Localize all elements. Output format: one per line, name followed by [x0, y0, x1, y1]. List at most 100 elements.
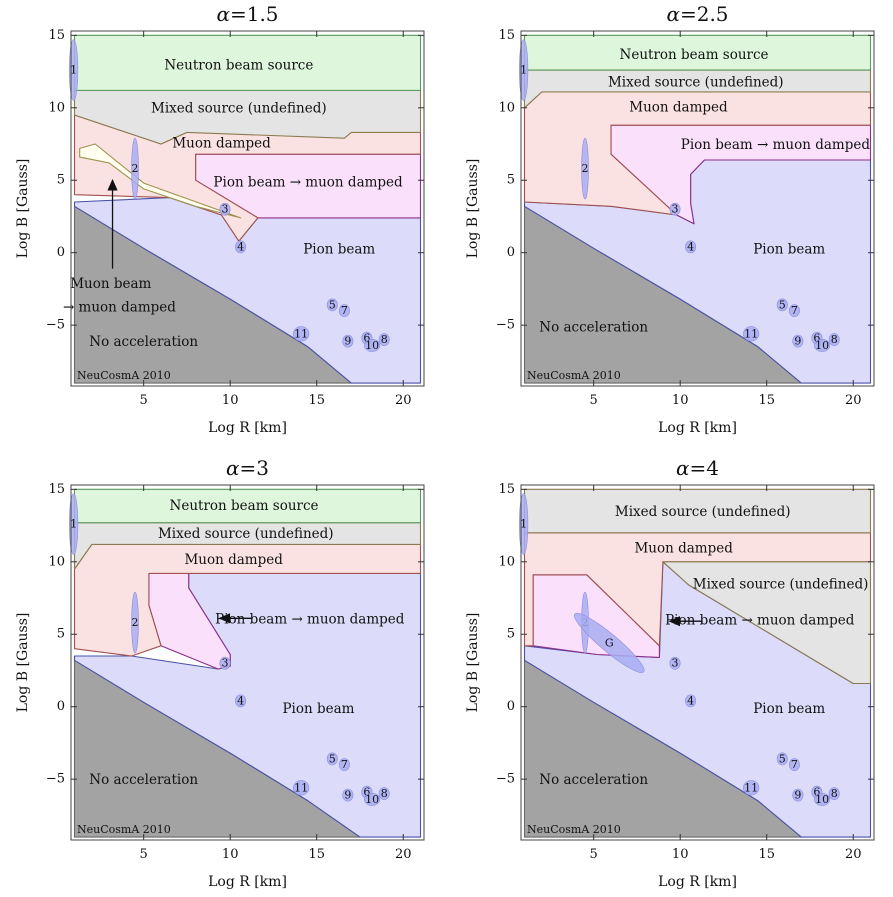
panel-3-source-10-label: 10: [365, 793, 379, 806]
panel-3-source-10-marker: [364, 793, 381, 806]
panel-2-source-4-label: 4: [687, 240, 694, 253]
panel-3-source-7-marker: [338, 758, 350, 772]
panel-3-regions: [73, 488, 422, 838]
panel-4-source-G-label: G: [605, 636, 614, 649]
panel-4-source-11-label: 11: [744, 781, 758, 794]
panel-4-source-8-marker: [828, 787, 840, 801]
panel-4-y-tick-label: 10: [498, 554, 515, 569]
panel-4-region-muon-damped: [523, 532, 872, 647]
panel-4-region-label: Pion beam → muon damped: [665, 613, 855, 629]
panel-3-source-3-marker: [219, 656, 231, 670]
panel-3-source-4-label: 4: [237, 694, 244, 707]
panel-4-source-5-marker: [776, 752, 788, 766]
panel-2-region-label: Muon damped: [629, 99, 728, 115]
panel-1-source-9-marker: [342, 334, 354, 348]
panel-1-source-8-label: 8: [381, 333, 388, 346]
panel-3-frame: [70, 484, 425, 841]
panel-2-y-tick-label: 5: [507, 173, 515, 188]
panel-2-source-5-marker: [776, 298, 788, 312]
panel-4-region-label: Muon damped: [634, 540, 733, 556]
panel-2-source-5-label: 5: [779, 298, 786, 311]
panel-3-title-symbol: α: [226, 456, 240, 480]
panel-4-source-3-marker: [669, 656, 681, 670]
panel-4-credit: NeuCosmA 2010: [527, 823, 621, 836]
panel-1-source-4-label: 4: [237, 240, 244, 253]
panel-1-y-axis-title: Log B [Gauss]: [15, 159, 31, 259]
panel-1-y-tick-label: 5: [57, 173, 65, 188]
panel-1-source-10-label: 10: [365, 339, 379, 352]
panel-4-source-1-label: 1: [520, 518, 527, 531]
panel-1-region-label: No acceleration: [89, 334, 198, 350]
panel-3-x-axis-title: Log R [km]: [208, 874, 287, 890]
panel-2-source-2-label: 2: [582, 162, 589, 175]
panel-1-source-5-label: 5: [329, 298, 336, 311]
panel-3-source-5-label: 5: [329, 752, 336, 765]
panel-3-y-axis-title: Log B [Gauss]: [15, 613, 31, 713]
panel-2-source-7-marker: [788, 304, 800, 318]
panel-3-region-label: Pion beam: [282, 701, 354, 717]
panel-1-region-mixed: [73, 89, 422, 145]
panel-4-region-label: Pion beam: [753, 701, 825, 717]
panel-2-source-10-marker: [814, 339, 831, 352]
panel-3-x-tick-label: 10: [222, 847, 239, 862]
panel-2-y-tick-label: 10: [498, 100, 515, 115]
panel-4-y-axis-title: Log B [Gauss]: [465, 613, 481, 713]
panel-4-title: α=4: [676, 456, 719, 480]
panel-4-source-9-marker: [792, 788, 804, 802]
panel-1-title-symbol: α: [216, 2, 230, 26]
panel-2-source-9-label: 9: [794, 335, 801, 348]
panel-4-source-5-label: 5: [779, 752, 786, 765]
panel-4-region-label: Mixed source (undefined): [615, 504, 791, 520]
panel-3-region-label: Mixed source (undefined): [158, 526, 334, 542]
panel-3-source-4-marker: [235, 694, 247, 708]
panel-1: Neutron beam source Mixed source (undefin…: [15, 2, 425, 436]
panel-3-region-label: Pion beam → muon damped: [215, 611, 405, 627]
panel-4-y-tick-label: 15: [498, 482, 515, 497]
panel-4-source-4-label: 4: [687, 694, 694, 707]
panel-2-x-axis-title: Log R [km]: [658, 420, 737, 436]
panel-4-frame: [520, 484, 875, 841]
panel-1-source-9-label: 9: [344, 335, 351, 348]
panel-1-x-axis-title: Log R [km]: [208, 420, 287, 436]
panel-1-source-2-label: 2: [132, 162, 139, 175]
panel-2-source-11-marker: [743, 326, 760, 342]
panel-1-region-label: Mixed source (undefined): [151, 101, 327, 117]
panel-1-source-1-label: 1: [70, 64, 77, 77]
panel-3-y-tick-label: 15: [48, 482, 65, 497]
panel-3-region-label: No acceleration: [89, 772, 198, 788]
panel-3-region-label: Neutron beam source: [170, 498, 319, 514]
panel-2-source-9-marker: [792, 334, 804, 348]
panel-2-x-tick-label: 20: [845, 393, 862, 408]
panel-1-source-7-marker: [338, 304, 350, 318]
panel-4-x-axis-title: Log R [km]: [658, 874, 737, 890]
panel-3: Neutron beam source Mixed source (undefin…: [15, 456, 425, 890]
panel-1-source-2-marker: [131, 137, 139, 200]
panel-4-source-4-marker: [685, 694, 697, 708]
panel-1-y-tick-label: 0: [57, 245, 65, 260]
panel-4-source-7-label: 7: [791, 758, 798, 771]
panel-3-source-2-label: 2: [132, 616, 139, 629]
panel-3-x-tick-label: 5: [140, 847, 148, 862]
panel-2-source-4-marker: [685, 240, 697, 254]
panel-4: Mixed source (undefined) Muon damped Mixed…: [465, 456, 875, 890]
panel-3-x-tick-label: 20: [395, 847, 412, 862]
panel-3-source-7-label: 7: [341, 758, 348, 771]
panel-3-y-tick-label: 10: [48, 554, 65, 569]
panel-4-source-9-label: 9: [794, 789, 801, 802]
panel-1-source-4-marker: [235, 240, 247, 254]
panel-3-source-3-label: 3: [222, 657, 229, 670]
panel-4-region-mixed: [662, 561, 872, 685]
panel-1-region-label: → muon damped: [63, 299, 176, 315]
panel-3-title: α=3: [226, 456, 269, 480]
panel-1-title: α=1.5: [216, 2, 278, 26]
panel-1-x-tick-label: 15: [308, 393, 325, 408]
panel-1-region-label: Muon beam: [70, 276, 151, 292]
panel-1-source-7-label: 7: [341, 304, 348, 317]
panel-2-source-8-label: 8: [831, 333, 838, 346]
panel-1-source-8-marker: [378, 333, 390, 347]
panel-4-regions: [523, 488, 872, 838]
panel-3-source-9-label: 9: [344, 789, 351, 802]
panel-1-source-10-marker: [364, 339, 381, 352]
